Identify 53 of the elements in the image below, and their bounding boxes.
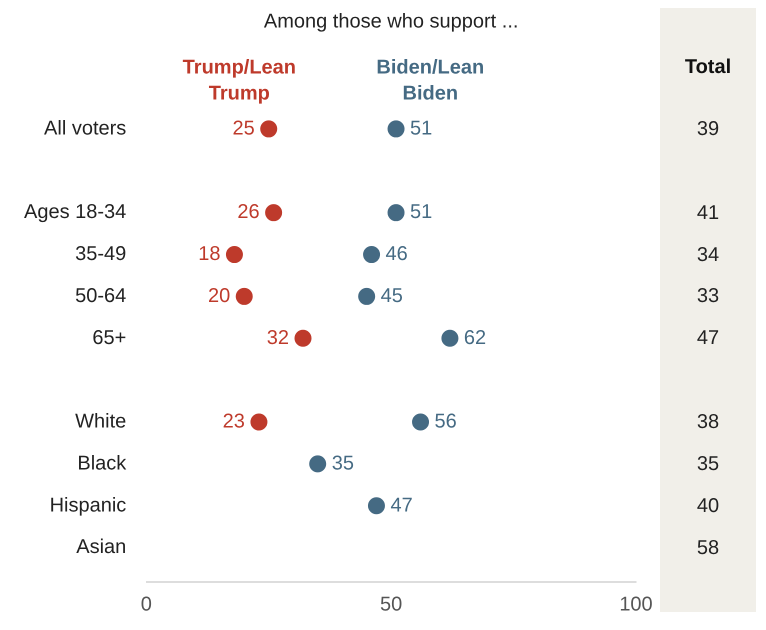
y-tick-label: 65+ [92,326,126,349]
data-label: 32 [266,326,289,349]
data-label: 47 [390,494,413,516]
data-label: 62 [464,326,486,349]
point [368,497,385,514]
x-tick-label: 50 [380,594,402,616]
data-label: 51 [410,201,432,224]
data-label: 51 [410,117,432,140]
point [294,330,312,347]
chart-title: Among those who support ... [264,10,518,33]
data-label: 56 [434,410,457,433]
series-label: Trump/Lean Trump [182,56,296,105]
data-label: 46 [386,243,408,266]
y-tick-label: 50-64 [75,284,126,307]
data-label: 58 [696,536,720,560]
point [250,414,268,431]
data-label: 33 [696,284,720,308]
series-label: Biden/Lean Biden [376,56,484,105]
data-label: 35 [696,452,720,476]
y-tick-label: All voters [44,117,126,140]
point [226,246,243,264]
data-label: 39 [696,116,720,141]
data-label: 18 [198,243,220,266]
x-tick-label: 100 [619,594,653,616]
y-tick-label: 35-49 [75,243,126,266]
text: Total [684,56,732,79]
point [388,204,405,222]
data-label: 20 [208,284,230,307]
y-tick-label: Black [77,452,128,474]
point [265,204,282,222]
data-label: 26 [237,201,260,224]
data-label: 41 [696,200,720,225]
point [309,455,326,472]
y-tick-label: White [75,410,126,433]
point [236,288,253,305]
data-label: 34 [696,242,720,267]
x-tick-label: 0 [140,594,152,616]
point [363,246,380,264]
y-tick-label: Asian [76,536,126,558]
data-label: 25 [232,117,255,140]
data-label: 47 [696,326,720,350]
data-label: 23 [222,410,245,433]
data-label: 35 [332,452,354,474]
point [441,330,458,347]
point [388,120,405,138]
point [358,288,376,305]
data-label: 38 [696,410,720,434]
data-label: 40 [696,494,720,518]
data-label: 45 [380,284,403,307]
y-tick-label: Ages 18-34 [24,201,126,224]
point [412,414,430,431]
point [260,120,278,138]
y-tick-label: Hispanic [50,494,126,516]
